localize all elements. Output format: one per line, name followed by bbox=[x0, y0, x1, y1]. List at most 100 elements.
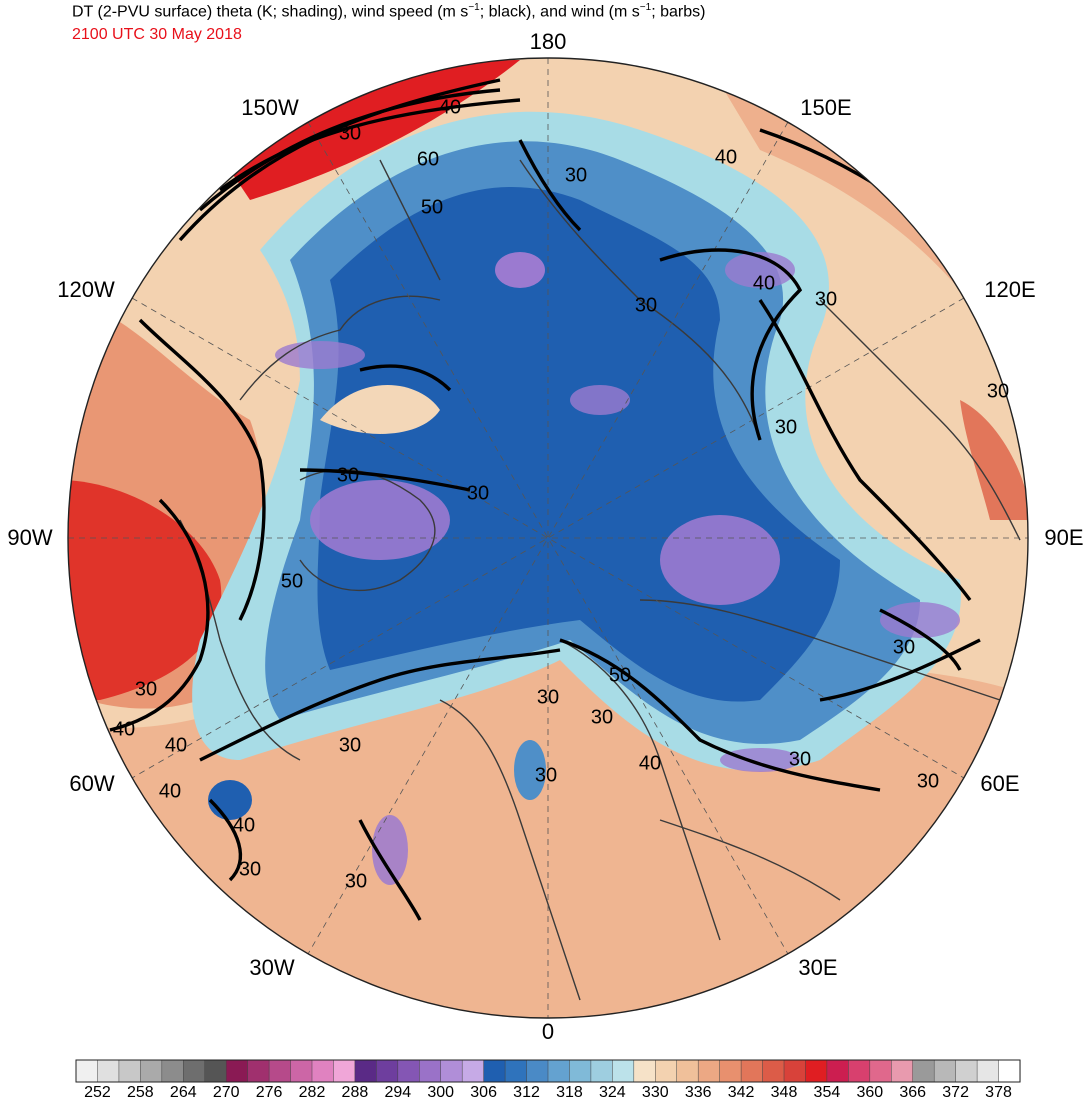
contour-label: 30 bbox=[344, 870, 368, 893]
contour-label: 40 bbox=[638, 752, 662, 775]
contour-label: 40 bbox=[714, 146, 738, 169]
colorbar-swatch bbox=[140, 1059, 163, 1083]
lon-label-30w: 30W bbox=[249, 955, 295, 980]
lon-label-180: 180 bbox=[529, 29, 567, 54]
colorbar-swatch bbox=[268, 1059, 292, 1083]
lon-label-120w: 120W bbox=[57, 277, 115, 302]
colorbar-swatch bbox=[912, 1059, 935, 1083]
colorbar-swatch bbox=[547, 1059, 570, 1083]
contour-label: 30 bbox=[338, 122, 362, 145]
contour-label: 40 bbox=[112, 718, 136, 741]
contour-label: 30 bbox=[336, 464, 360, 487]
colorbar-tick-label: 336 bbox=[684, 1084, 712, 1101]
colorbar-swatch bbox=[419, 1059, 442, 1083]
colorbar-swatch bbox=[290, 1059, 313, 1083]
colorbar bbox=[75, 1059, 1021, 1083]
colorbar-swatch bbox=[955, 1059, 978, 1083]
colorbar-tick-label: 342 bbox=[727, 1084, 755, 1101]
contour-label: 40 bbox=[752, 272, 776, 295]
colorbar-swatch bbox=[526, 1059, 549, 1083]
colorbar-swatch bbox=[204, 1059, 227, 1083]
colorbar-swatch bbox=[247, 1059, 270, 1083]
colorbar-swatch bbox=[762, 1059, 785, 1083]
colorbar-tick-label: 264 bbox=[169, 1084, 197, 1101]
colorbar-tick-label: 324 bbox=[599, 1084, 626, 1101]
valid-time: 2100 UTC 30 May 2018 bbox=[72, 26, 242, 43]
colorbar-swatch bbox=[976, 1059, 1000, 1083]
contour-label: 30 bbox=[788, 748, 812, 771]
lon-label-60e: 60E bbox=[980, 771, 1020, 796]
colorbar-swatch bbox=[998, 1059, 1021, 1083]
colorbar-swatch bbox=[354, 1059, 377, 1083]
coastlines bbox=[179, 159, 1021, 1001]
colorbar-swatch bbox=[183, 1059, 206, 1083]
colorbar-tick-label: 360 bbox=[856, 1084, 884, 1101]
colorbar-swatch bbox=[655, 1059, 678, 1083]
colorbar-tick-label: 312 bbox=[513, 1084, 540, 1101]
lon-label-90e: 90E bbox=[1044, 525, 1084, 550]
colorbar-tick-label: 288 bbox=[341, 1084, 369, 1101]
colorbar-tick-label: 252 bbox=[84, 1084, 111, 1101]
colorbar-swatch bbox=[933, 1059, 957, 1083]
lon-label-0: 0 bbox=[541, 1019, 555, 1044]
contour-label: 50 bbox=[420, 196, 444, 219]
lon-label-90w: 90W bbox=[7, 525, 53, 550]
contour-label: 30 bbox=[892, 636, 916, 659]
contour-label: 40 bbox=[232, 814, 256, 837]
colorbar-swatch bbox=[333, 1059, 356, 1083]
contour-label: 30 bbox=[134, 678, 158, 701]
colorbar-swatch bbox=[569, 1059, 592, 1083]
colorbar-swatch bbox=[161, 1059, 184, 1083]
colorbar-swatch bbox=[633, 1059, 656, 1083]
contour-label: 30 bbox=[536, 686, 560, 709]
colorbar-swatch bbox=[697, 1059, 721, 1083]
contour-label: 30 bbox=[564, 164, 588, 187]
colorbar-swatch bbox=[848, 1059, 871, 1083]
colorbar-tick-label: 270 bbox=[212, 1084, 240, 1101]
map-boundary bbox=[67, 57, 1029, 1019]
colorbar-tick-label: 372 bbox=[942, 1084, 969, 1101]
colorbar-tick-label: 330 bbox=[641, 1084, 669, 1101]
colorbar-swatch bbox=[376, 1059, 399, 1083]
colorbar-swatch bbox=[461, 1059, 485, 1083]
colorbar-tick-label: 348 bbox=[770, 1084, 798, 1101]
theta-shading bbox=[68, 58, 1028, 1018]
wind-speed-contours bbox=[109, 78, 981, 921]
figure-title: DT (2-PVU surface) theta (K; shading), w… bbox=[72, 2, 706, 21]
colorbar-swatch bbox=[826, 1059, 849, 1083]
colorbar-swatch bbox=[225, 1059, 249, 1083]
colorbar-swatch bbox=[891, 1059, 914, 1083]
colorbar-outline bbox=[75, 1059, 1021, 1083]
contour-label: 40 bbox=[164, 734, 188, 757]
contour-label: 30 bbox=[814, 288, 838, 311]
colorbar-tick-label: 318 bbox=[556, 1084, 583, 1101]
colorbar-tick-label: 276 bbox=[255, 1084, 283, 1101]
colorbar-swatch bbox=[311, 1059, 334, 1083]
contour-label: 30 bbox=[590, 706, 614, 729]
lon-label-150w: 150W bbox=[241, 95, 299, 120]
contour-label: 40 bbox=[158, 780, 182, 803]
colorbar-tick-label: 306 bbox=[470, 1084, 497, 1101]
lon-label-60w: 60W bbox=[69, 771, 115, 796]
lon-label-30e: 30E bbox=[798, 955, 838, 980]
colorbar-swatch bbox=[783, 1059, 806, 1083]
colorbar-tick-label: 282 bbox=[298, 1084, 326, 1101]
contour-label: 50 bbox=[280, 570, 304, 593]
colorbar-swatch bbox=[676, 1059, 699, 1083]
colorbar-swatch bbox=[504, 1059, 528, 1083]
colorbar-swatch bbox=[719, 1059, 742, 1083]
contour-label: 30 bbox=[774, 416, 798, 439]
contour-label: 60 bbox=[416, 148, 440, 171]
contour-label: 30 bbox=[466, 482, 490, 505]
colorbar-swatch bbox=[805, 1059, 828, 1083]
lon-label-120e: 120E bbox=[984, 277, 1036, 302]
contour-label: 30 bbox=[634, 294, 658, 317]
colorbar-swatch bbox=[397, 1059, 420, 1083]
contour-label: 50 bbox=[608, 664, 632, 687]
colorbar-tick-label: 366 bbox=[899, 1084, 927, 1101]
contour-label: 30 bbox=[534, 764, 558, 787]
colorbar-swatch bbox=[612, 1059, 635, 1083]
colorbar-tick-label: 294 bbox=[384, 1084, 412, 1101]
